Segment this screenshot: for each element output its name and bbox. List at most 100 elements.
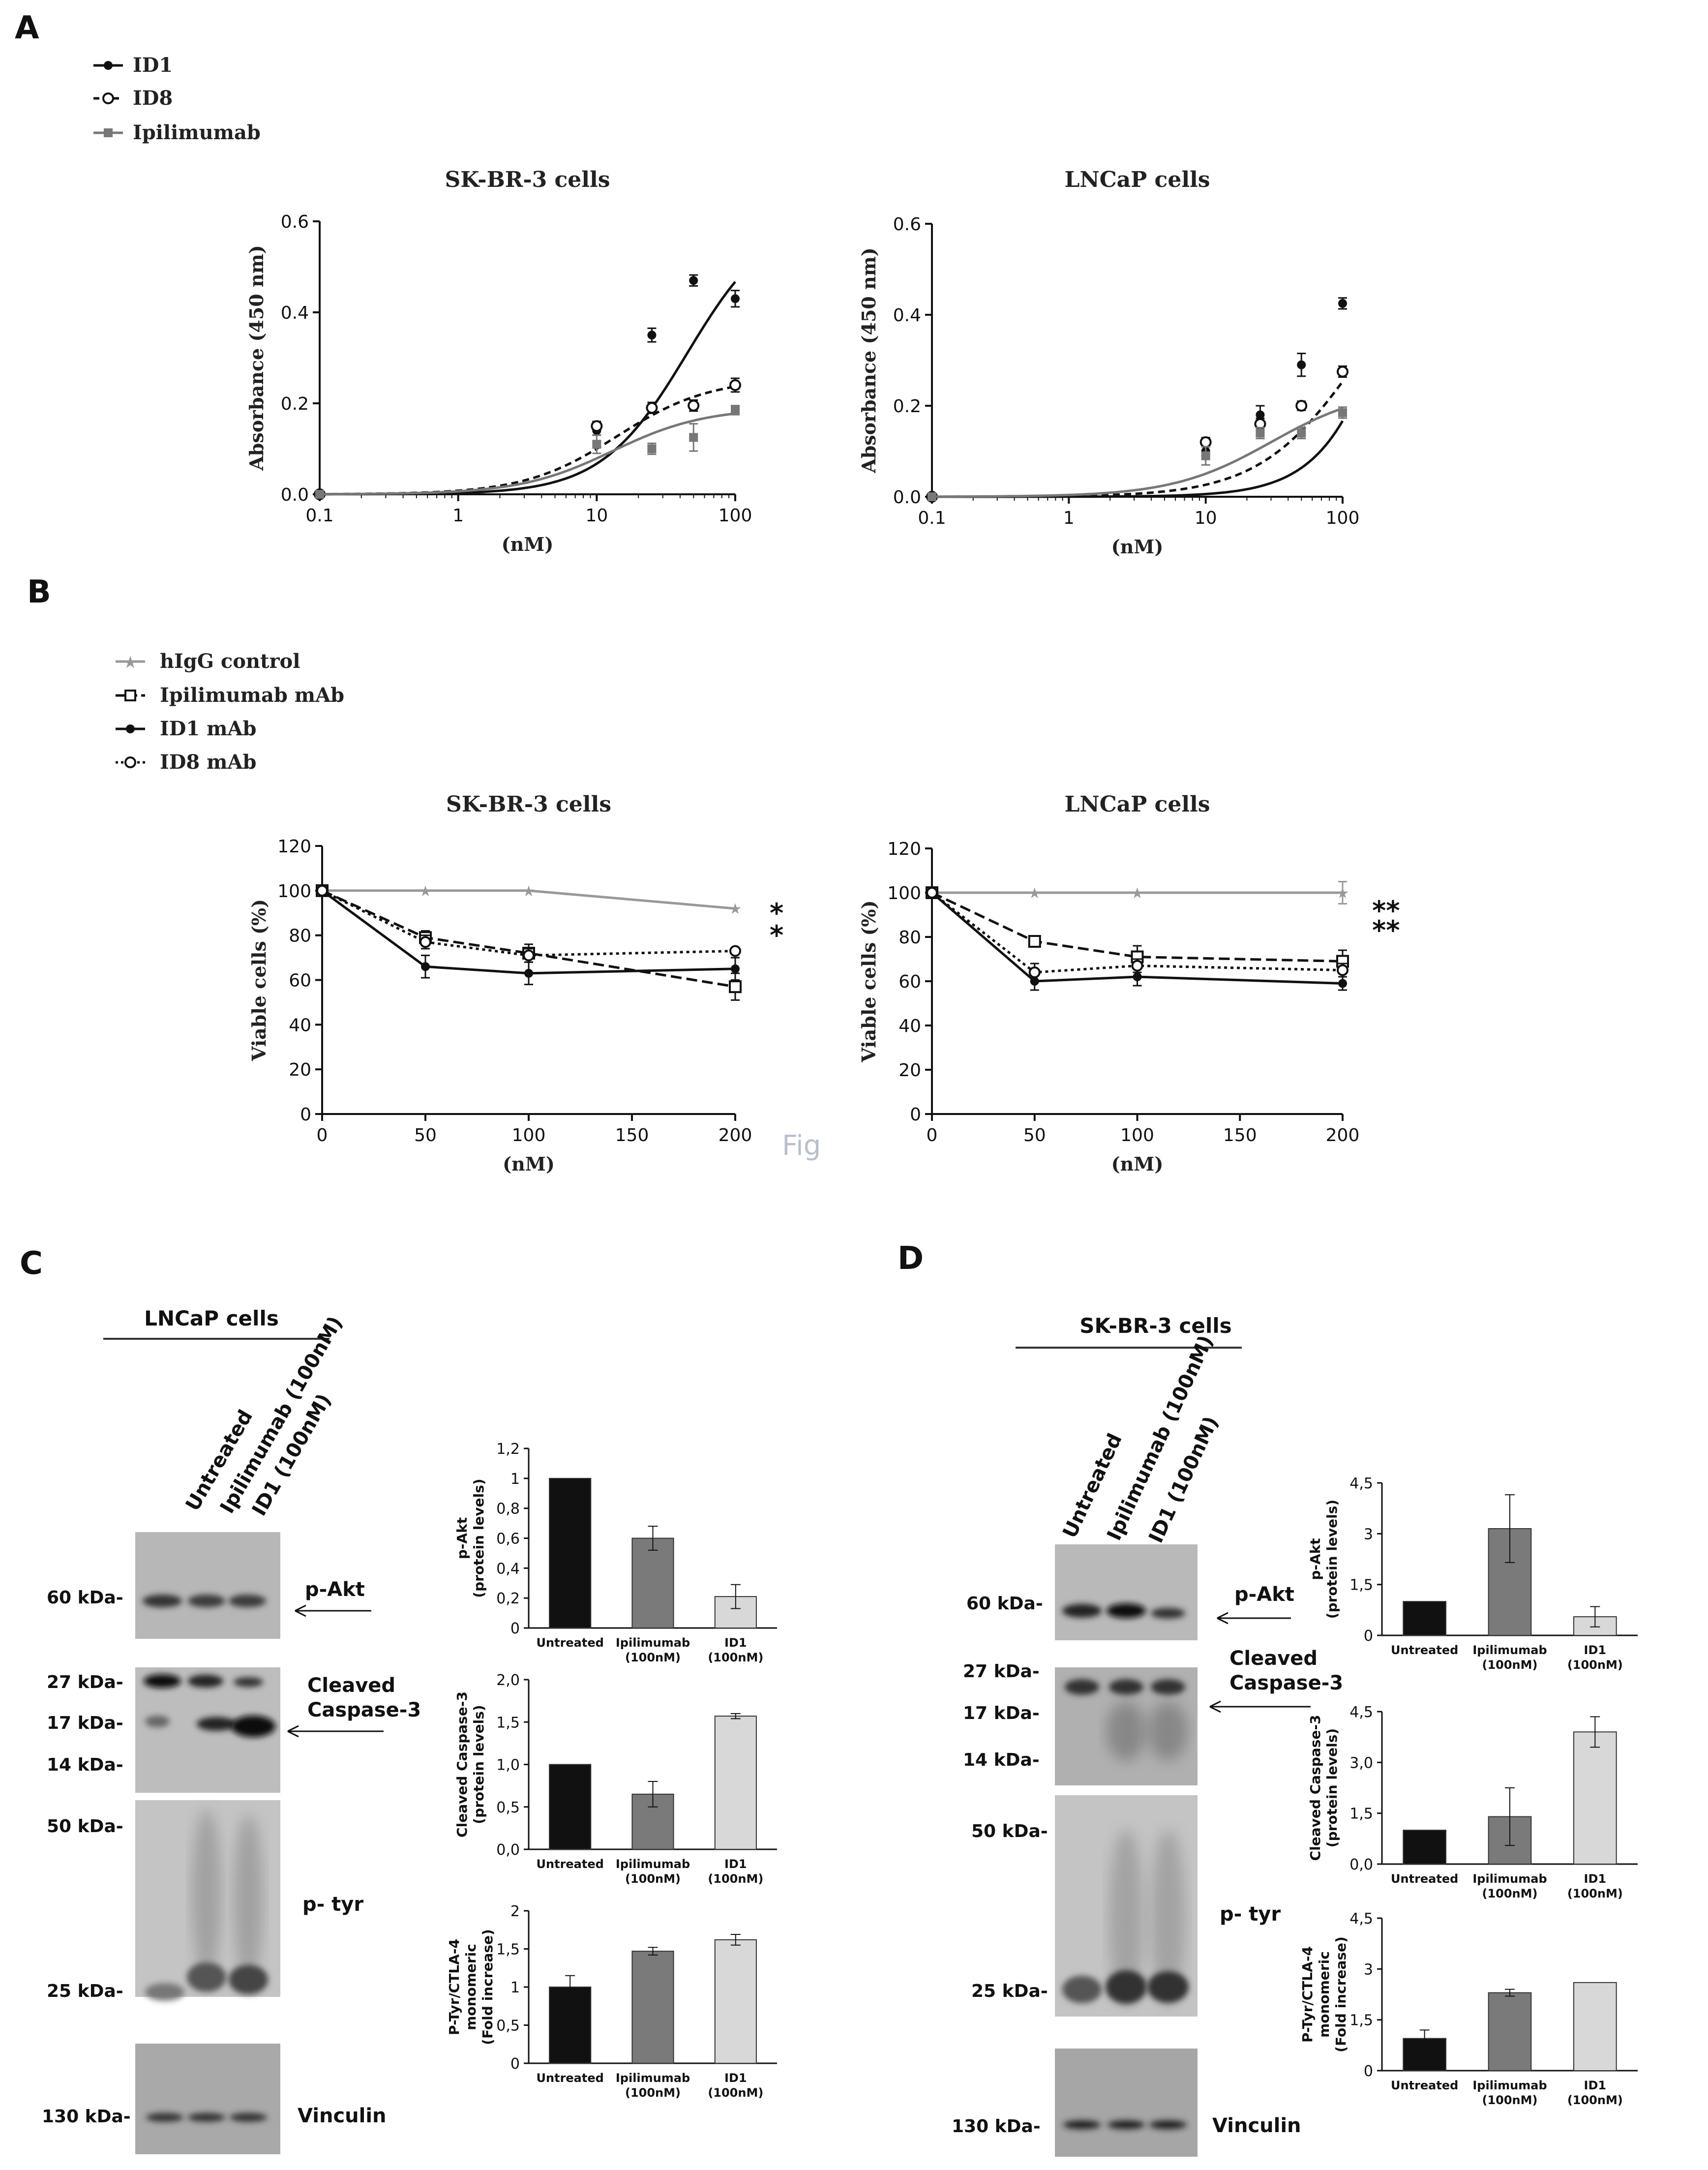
bar: [549, 1477, 592, 1628]
x-tick-label: 0: [317, 1125, 328, 1145]
blot-band: [1062, 1976, 1102, 2003]
series-line: [320, 412, 736, 496]
blot-band: [1109, 1679, 1143, 1695]
data-point: [928, 492, 936, 501]
data-point: [729, 379, 741, 391]
legend-marker: ★: [123, 653, 138, 672]
blot-smear: [1109, 1830, 1143, 2007]
y-tick-label: 80: [899, 928, 921, 948]
data-point: [1338, 299, 1347, 308]
blot-c-marker: 50 kDa-: [47, 1816, 123, 1837]
blot-d-marker: 25 kDa-: [971, 1981, 1048, 2001]
blot-c-marker: 60 kDa-: [47, 1588, 123, 1608]
blot-d-label-cleaved: Cleaved: [1229, 1647, 1318, 1670]
legend-a-ipilimumab: Ipilimumab: [93, 121, 261, 144]
blot-band: [229, 1965, 268, 1994]
blot-d-marker: 50 kDa-: [971, 1821, 1048, 1841]
chart-d-ptyr: 0 1,5 3 4,5 P-Tyr/CTLA-4 monomeric (Fold incre…: [1299, 1910, 1638, 2107]
y-axis-label: p-Akt: [454, 1517, 470, 1559]
x-axis-label: (nM): [1111, 536, 1164, 558]
x-tick-label: (100nM): [1567, 2093, 1623, 2107]
y-tick-label: 1,5: [1349, 1806, 1373, 1823]
x-tick-label: (100nM): [708, 1651, 763, 1664]
data-point: ★: [1336, 885, 1349, 902]
blot-d-title: SK-BR-3 cells: [1079, 1314, 1231, 1338]
chart-title: LNCaP cells: [1064, 167, 1210, 192]
blot-c: LNCaP cells Untreated Ipilimumab (100nM)…: [42, 1306, 421, 2154]
x-tick-label: 100: [719, 506, 752, 526]
series-line: [932, 420, 1344, 498]
data-point: [1297, 360, 1306, 369]
data-point: [926, 887, 938, 899]
blot-c-vinculin-membrane: [135, 2044, 280, 2154]
y-tick-label: 1: [510, 1979, 520, 1996]
legend-b-higg: ★ hIgG control: [116, 650, 300, 673]
x-tick-label: 1: [1063, 508, 1075, 528]
x-tick-label: Ipilimumab: [1472, 1643, 1547, 1657]
data-point: [1256, 410, 1265, 420]
x-tick-label: (100nM): [1567, 1887, 1623, 1900]
legend-a-id1: ID1: [93, 54, 173, 77]
y-tick-label: 1,5: [496, 1714, 520, 1731]
blot-band: [197, 1717, 236, 1731]
x-tick-label: 50: [1023, 1125, 1046, 1145]
series-line: [931, 892, 1343, 974]
arrow-head-icon: [1209, 1700, 1221, 1713]
data-point: [1338, 979, 1347, 988]
y-axis-label: Absorbance (450 nm): [245, 245, 268, 471]
blot-band: [1151, 1679, 1185, 1695]
y-tick-label: 0,4: [496, 1560, 520, 1577]
x-tick-label: (100nM): [1482, 1658, 1537, 1672]
legend-a: ID1 ID8 Ipilimumab: [93, 54, 261, 144]
data-point: [1256, 428, 1265, 438]
x-tick-label: 200: [719, 1125, 752, 1145]
blot-d-label-ptyr: p- tyr: [1220, 1903, 1281, 1926]
blot-d-label-caspase: Caspase-3: [1229, 1672, 1343, 1694]
x-tick-label: (100nM): [625, 1651, 681, 1664]
y-axis-label: P-Tyr/CTLA-4: [1299, 1946, 1316, 2043]
y-tick-label: 0.4: [281, 303, 309, 323]
x-tick-label: Ipilimumab: [1472, 1872, 1547, 1886]
x-tick-label: Untreated: [1391, 1872, 1458, 1886]
x-tick-label: Untreated: [1391, 1643, 1458, 1657]
blot-c-label-ptyr: p- tyr: [302, 1893, 363, 1916]
blot-band: [1062, 1604, 1102, 1618]
series-line: [322, 889, 736, 910]
y-axis-label: monomeric: [463, 1944, 479, 2030]
data-point: [523, 949, 535, 962]
data-point: [420, 936, 431, 948]
chart-a-skbr3: SK-BR-3 cells 0.0 0.2 0.4 0.6 0.1 1 10 100 (nM) Ab…: [245, 167, 752, 555]
y-axis-label: monomeric: [1316, 1951, 1332, 2038]
chart-title: SK-BR-3 cells: [445, 167, 610, 192]
blot-c-marker: 130 kDa-: [42, 2107, 131, 2127]
blot-d-marker: 14 kDa-: [963, 1750, 1040, 1770]
chart-c-ptyr: 0 0,5 1 1,5 2 P-Tyr/CTLA-4 monomeric (Fold incr…: [446, 1903, 777, 2100]
x-tick-label: Untreated: [537, 2071, 604, 2085]
bar: [714, 1939, 757, 2064]
y-tick-label: 80: [289, 926, 311, 946]
x-tick-label: Untreated: [537, 1857, 604, 1871]
x-tick-label: 0.1: [305, 506, 333, 526]
data-point: [729, 980, 742, 994]
blot-band: [1106, 1970, 1147, 2004]
y-tick-label: 1,5: [1349, 2012, 1373, 2029]
data-point: [1295, 400, 1308, 412]
legend-label: ID1 mAb: [160, 717, 256, 740]
y-tick-label: 40: [289, 1015, 311, 1035]
chart-c-caspase: 0,0 0,5 1,0 1,5 2,0 Cleaved Caspase-3 (protein…: [454, 1672, 777, 1886]
series-line: [931, 892, 1343, 985]
data-point: [647, 331, 657, 340]
blot-c-label-caspase: Caspase-3: [307, 1699, 421, 1721]
x-tick-label: ID1: [724, 2071, 747, 2085]
blot-d: SK-BR-3 cells Untreated Ipilimumab (100n…: [952, 1314, 1343, 2157]
x-tick-label: (100nM): [625, 1872, 681, 1886]
y-tick-label: 20: [289, 1060, 311, 1080]
y-tick-label: 2,0: [496, 1672, 520, 1689]
data-point: [688, 399, 700, 412]
blot-d-label-pakt: p-Akt: [1234, 1583, 1294, 1606]
y-tick-label: 0: [510, 2055, 520, 2073]
data-point: [1133, 972, 1142, 981]
bar: [714, 1716, 757, 1850]
y-tick-label: 4,5: [1349, 1475, 1373, 1492]
legend-marker: [126, 724, 135, 733]
